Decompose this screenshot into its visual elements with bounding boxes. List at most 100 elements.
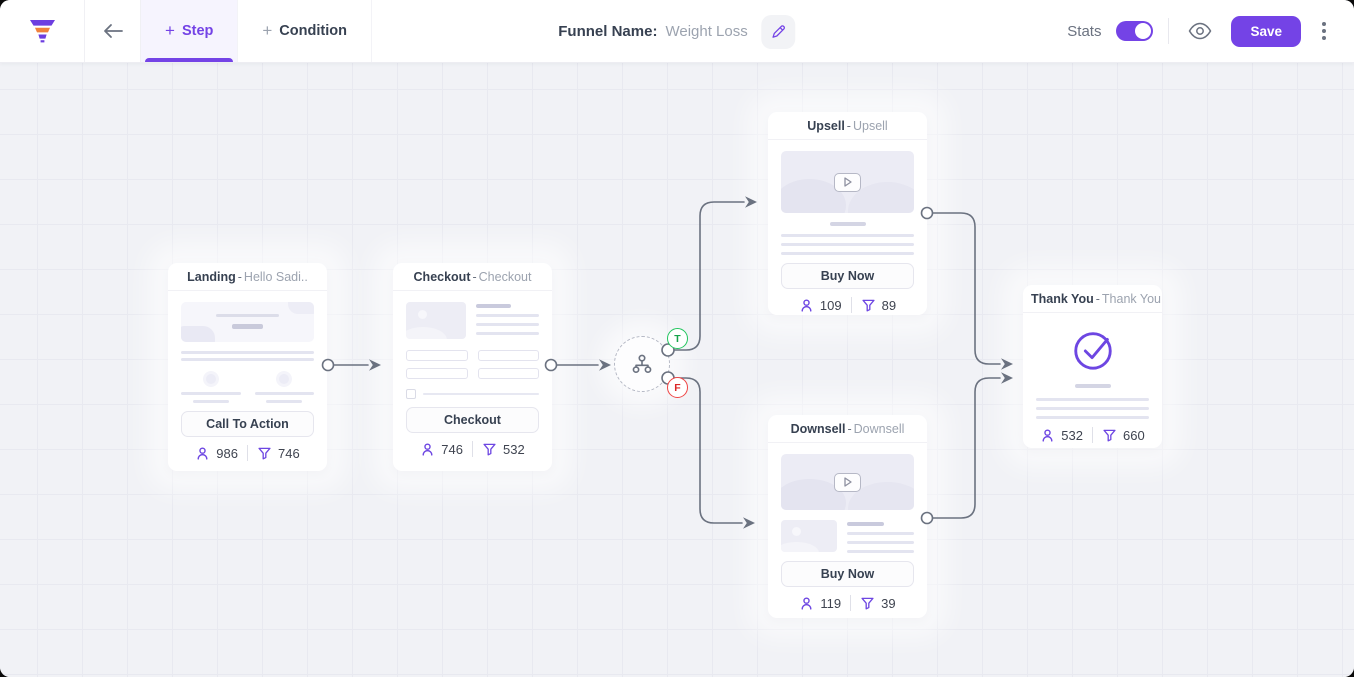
tab-condition-label: Condition <box>279 23 347 39</box>
funnel-logo-icon <box>29 20 55 43</box>
node-subtitle: Downsell <box>853 422 905 436</box>
node-subtitle: Upsell <box>852 119 888 133</box>
node-separator: - <box>237 270 242 284</box>
landing-thumbnail <box>181 302 314 403</box>
conversions-count: 89 <box>881 297 897 313</box>
funnel-canvas[interactable]: Landing - Hello Sadi.. Call To Action 986 … <box>0 63 1354 677</box>
arrowhead <box>369 359 381 371</box>
edge-condition-false-downsell <box>673 377 743 524</box>
tab-step-label: Step <box>181 23 214 39</box>
edge-upsell-thankyou <box>932 212 1001 365</box>
check-circle-icon <box>1073 332 1112 370</box>
checkout-button[interactable]: Checkout <box>406 407 539 433</box>
checkout-thumbnail <box>406 302 539 399</box>
more-options-menu[interactable] <box>1316 18 1332 44</box>
stats-toggle-label: Stats <box>1067 22 1102 40</box>
arrow-left-icon <box>103 24 123 38</box>
person-icon <box>801 298 812 312</box>
node-title: Downsell <box>790 422 846 436</box>
plus-icon: + <box>262 21 273 40</box>
conversions-count: 660 <box>1123 427 1145 443</box>
funnel-name-value: Weight Loss <box>665 23 748 40</box>
node-header: Checkout - Checkout <box>393 263 552 291</box>
arrowhead <box>743 517 755 529</box>
node-header: Upsell - Upsell <box>768 112 927 140</box>
node-subtitle: Thank You <box>1101 292 1162 306</box>
app-logo <box>0 0 85 62</box>
arrowhead <box>1001 358 1013 370</box>
back-button[interactable] <box>85 0 141 62</box>
person-icon <box>197 446 208 460</box>
node-title: Thank You <box>1031 292 1094 306</box>
conversions-count: 746 <box>278 445 300 461</box>
person-icon <box>422 442 433 456</box>
preview-button[interactable] <box>1184 18 1216 44</box>
plus-icon: + <box>165 21 175 40</box>
tab-add-step[interactable]: + Step <box>141 0 239 62</box>
edit-funnel-name-button[interactable] <box>761 14 796 49</box>
pencil-icon <box>772 24 786 38</box>
play-button-icon <box>834 172 861 192</box>
landing-cta-button[interactable]: Call To Action <box>181 411 314 437</box>
funnel-filter-icon <box>1103 429 1116 441</box>
node-title: Checkout <box>413 270 471 284</box>
visitors-count: 986 <box>216 445 238 461</box>
edge-condition-true-upsell <box>673 201 745 351</box>
topbar: + Step + Condition Funnel Name: Weight L… <box>0 0 1354 63</box>
funnel-filter-icon <box>861 597 874 609</box>
funnel-step-downsell[interactable]: Downsell - Downsell Buy Now 119 39 <box>768 415 927 618</box>
visitors-count: 119 <box>820 595 842 611</box>
node-subtitle: Checkout <box>478 270 532 284</box>
node-separator: - <box>847 422 852 436</box>
eye-icon <box>1189 22 1212 40</box>
funnel-filter-icon <box>862 299 875 311</box>
play-button-icon <box>834 472 861 492</box>
funnel-filter-icon <box>258 447 271 459</box>
node-title: Upsell <box>807 119 845 133</box>
node-header: Thank You - Thank You <box>1023 285 1162 313</box>
stats-toggle[interactable] <box>1116 21 1154 41</box>
arrowhead <box>745 196 757 208</box>
node-header: Landing - Hello Sadi.. <box>168 263 327 291</box>
tab-add-condition[interactable]: + Condition <box>238 0 372 62</box>
edge-downsell-thankyou <box>932 377 1001 519</box>
funnel-filter-icon <box>483 443 496 455</box>
topbar-actions: Stats Save <box>1067 0 1354 62</box>
node-stats: 746 532 <box>393 441 552 457</box>
person-icon <box>1042 428 1053 442</box>
node-title: Landing <box>187 270 236 284</box>
node-separator: - <box>1095 292 1100 306</box>
node-stats: 986 746 <box>168 445 327 461</box>
arrowhead <box>599 359 611 371</box>
funnel-step-landing[interactable]: Landing - Hello Sadi.. Call To Action 986 … <box>168 263 327 471</box>
arrowhead <box>1001 372 1013 384</box>
node-stats: 532 660 <box>1023 427 1162 443</box>
condition-false-badge: F <box>667 377 688 398</box>
person-icon <box>801 596 812 610</box>
node-separator: - <box>472 270 477 284</box>
node-separator: - <box>846 119 851 133</box>
downsell-thumbnail <box>781 454 914 553</box>
visitors-count: 532 <box>1061 427 1083 443</box>
upsell-buy-now-button[interactable]: Buy Now <box>781 263 914 289</box>
conversions-count: 532 <box>503 441 525 457</box>
conversions-count: 39 <box>881 595 896 611</box>
node-stats: 119 39 <box>768 595 927 611</box>
funnel-name-label: Funnel Name: <box>558 23 658 40</box>
thank-you-thumbnail <box>1023 313 1162 419</box>
funnel-name-group: Funnel Name: Weight Loss <box>558 0 796 63</box>
funnel-step-checkout[interactable]: Checkout - Checkout Checkout 746 532 <box>393 263 552 471</box>
upsell-thumbnail <box>781 151 914 255</box>
funnel-step-upsell[interactable]: Upsell - Upsell Buy Now 109 89 <box>768 112 927 315</box>
save-button[interactable]: Save <box>1231 15 1301 47</box>
funnel-step-thank-you[interactable]: Thank You - Thank You 532 660 <box>1023 285 1162 448</box>
downsell-buy-now-button[interactable]: Buy Now <box>781 561 914 587</box>
node-subtitle: Hello Sadi.. <box>243 270 308 284</box>
toggle-knob <box>1135 23 1152 39</box>
visitors-count: 746 <box>441 441 463 457</box>
visitors-count: 109 <box>819 297 842 313</box>
node-stats: 109 89 <box>768 297 927 313</box>
split-branch-icon <box>632 354 652 374</box>
condition-node[interactable] <box>614 336 670 392</box>
